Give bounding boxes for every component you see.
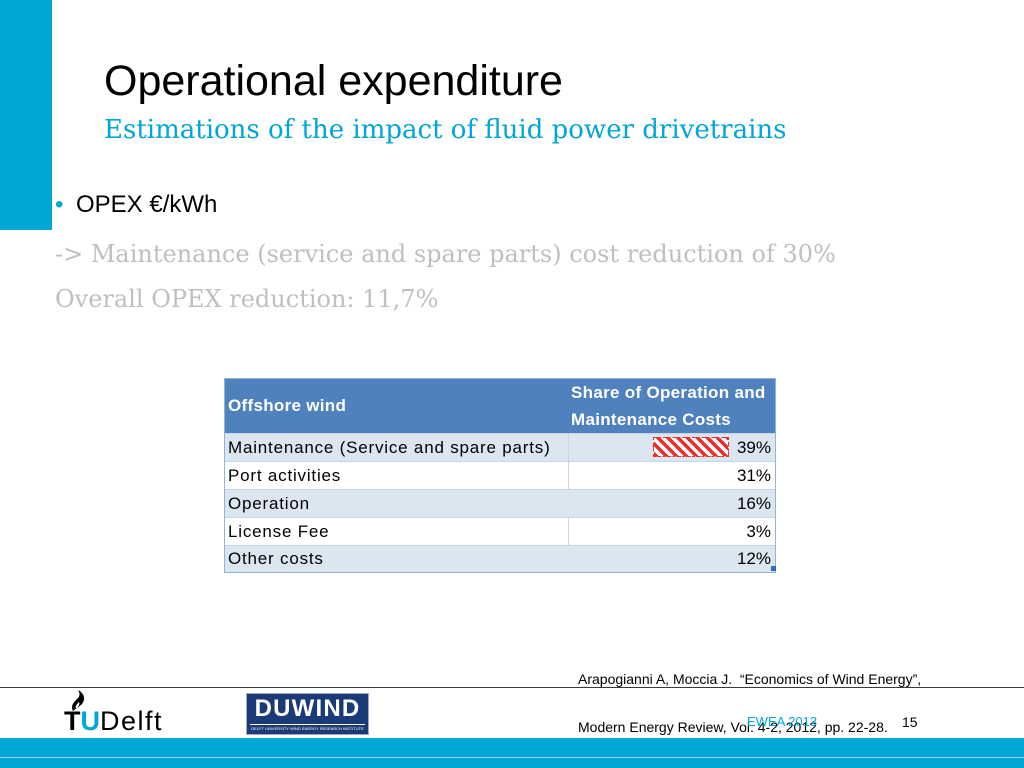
footer-band-line (0, 757, 1024, 758)
event-label: EWEA 2013 (747, 714, 818, 729)
table-header-share: Share of Operation and Maintenance Costs (571, 383, 766, 429)
footer-divider (0, 687, 1024, 688)
slide-title: Operational expenditure (104, 57, 563, 105)
duwind-logo-wordmark: DUWIND (254, 695, 361, 722)
table-header-category: Offshore wind (228, 396, 347, 415)
citation: Arapogianni A, Moccia J. “Economics of W… (578, 639, 921, 767)
table-header-row: Offshore wind Share of Operation and Mai… (225, 379, 775, 433)
table-row-label: Port activities (225, 462, 569, 489)
table-row: Operation 16% (225, 489, 775, 517)
citation-line-2: Modern Energy Review, Vol. 4-2, 2012, pp… (578, 719, 888, 735)
bullet-marker: • (55, 191, 64, 218)
tudelft-logo-wordmark: TUDelft (64, 706, 163, 736)
table-row-value: 12% (736, 549, 771, 568)
citation-line-1: Arapogianni A, Moccia J. “Economics of W… (578, 671, 922, 687)
duwind-logo: DUWIND DELFT UNIVERSITY WIND ENERGY RESE… (246, 693, 369, 735)
slide-subtitle: Estimations of the impact of fluid power… (104, 115, 787, 145)
bullet-text: OPEX €/kWh (76, 191, 218, 218)
footer-band (0, 738, 1024, 768)
table-row-label: License Fee (225, 518, 569, 545)
title-accent-bar (0, 0, 52, 230)
table-row-value: 39% (736, 438, 771, 457)
table-row-label: Maintenance (Service and spare parts) (225, 434, 569, 461)
note-maintenance-reduction: -> Maintenance (service and spare parts)… (55, 240, 836, 268)
tudelft-logo-tu: TU (64, 706, 100, 736)
table-row-label: Other costs (228, 549, 324, 568)
table-row: Maintenance (Service and spare parts) 39… (225, 433, 775, 461)
page-number: 15 (902, 714, 918, 730)
table-row-value: 3% (746, 522, 771, 541)
table-row: License Fee 3% (225, 517, 775, 545)
tudelft-logo-delft: Delft (100, 706, 164, 736)
opex-share-table: Offshore wind Share of Operation and Mai… (224, 378, 776, 573)
note-overall-opex-reduction: Overall OPEX reduction: 11,7% (55, 285, 439, 313)
duwind-logo-tagline: DELFT UNIVERSITY WIND ENERGY RESEARCH IN… (250, 724, 365, 731)
table-resize-handle-icon (771, 566, 776, 571)
flame-icon (72, 690, 85, 711)
table-row: Other costs 12% (225, 545, 775, 572)
tudelft-logo: TUDelft (62, 690, 166, 736)
table-row-value: 16% (736, 494, 771, 513)
table-row-value: 31% (736, 466, 771, 485)
bullet-item: • OPEX €/kWh (55, 191, 217, 219)
table-row: Port activities 31% (225, 461, 775, 489)
table-row-value-cell: 39% (569, 434, 775, 461)
highlight-hatched-bar (653, 437, 729, 457)
table-row-label: Operation (228, 494, 310, 513)
